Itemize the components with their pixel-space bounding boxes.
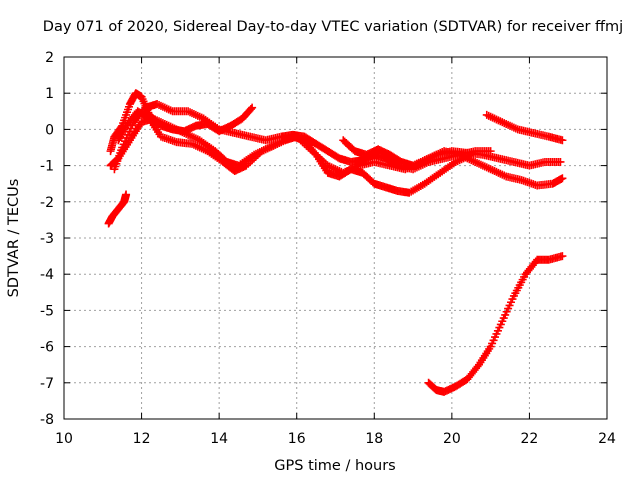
y-tick-label: -3 (40, 231, 54, 247)
y-tick-label: -6 (40, 340, 54, 356)
x-tick-label: 22 (521, 431, 539, 447)
data-point (246, 105, 255, 114)
series-track-4 (114, 107, 476, 197)
x-tick-label: 20 (443, 431, 461, 447)
y-tick-label: 2 (45, 50, 54, 66)
data-point (558, 174, 567, 183)
y-tick-label: -4 (40, 267, 54, 283)
x-tick-label: 12 (133, 431, 151, 447)
data-point (248, 103, 257, 112)
x-tick-label: 18 (365, 431, 383, 447)
y-tick-label: -7 (40, 376, 54, 392)
data-point (558, 252, 567, 261)
grid-lines (64, 57, 607, 419)
series-track-5 (339, 136, 567, 190)
y-tick-label: -1 (40, 159, 54, 175)
data-point (310, 148, 319, 157)
data-point (558, 136, 567, 145)
x-tick-label: 16 (288, 431, 306, 447)
x-tick-label: 10 (55, 431, 73, 447)
y-tick-label: 0 (45, 122, 54, 138)
data-point (122, 190, 131, 199)
data-point (473, 362, 482, 371)
data-series (104, 89, 567, 396)
y-tick-label: -2 (40, 195, 54, 211)
chart-title: Day 071 of 2020, Sidereal Day-to-day VTE… (43, 19, 623, 35)
y-tick-label: -5 (40, 303, 54, 319)
series-track-6 (482, 110, 567, 145)
y-tick-label: -8 (40, 412, 54, 428)
axis-ticks (63, 56, 608, 420)
y-tick-label: 1 (45, 86, 54, 102)
x-tick-label: 14 (210, 431, 228, 447)
x-tick-label: 24 (598, 431, 616, 447)
y-axis-title: SDTVAR / TECUs (6, 179, 22, 298)
x-axis-title: GPS time / hours (274, 458, 395, 474)
data-point (556, 157, 565, 166)
series-track-7 (104, 190, 131, 228)
series-track-8 (424, 252, 567, 396)
